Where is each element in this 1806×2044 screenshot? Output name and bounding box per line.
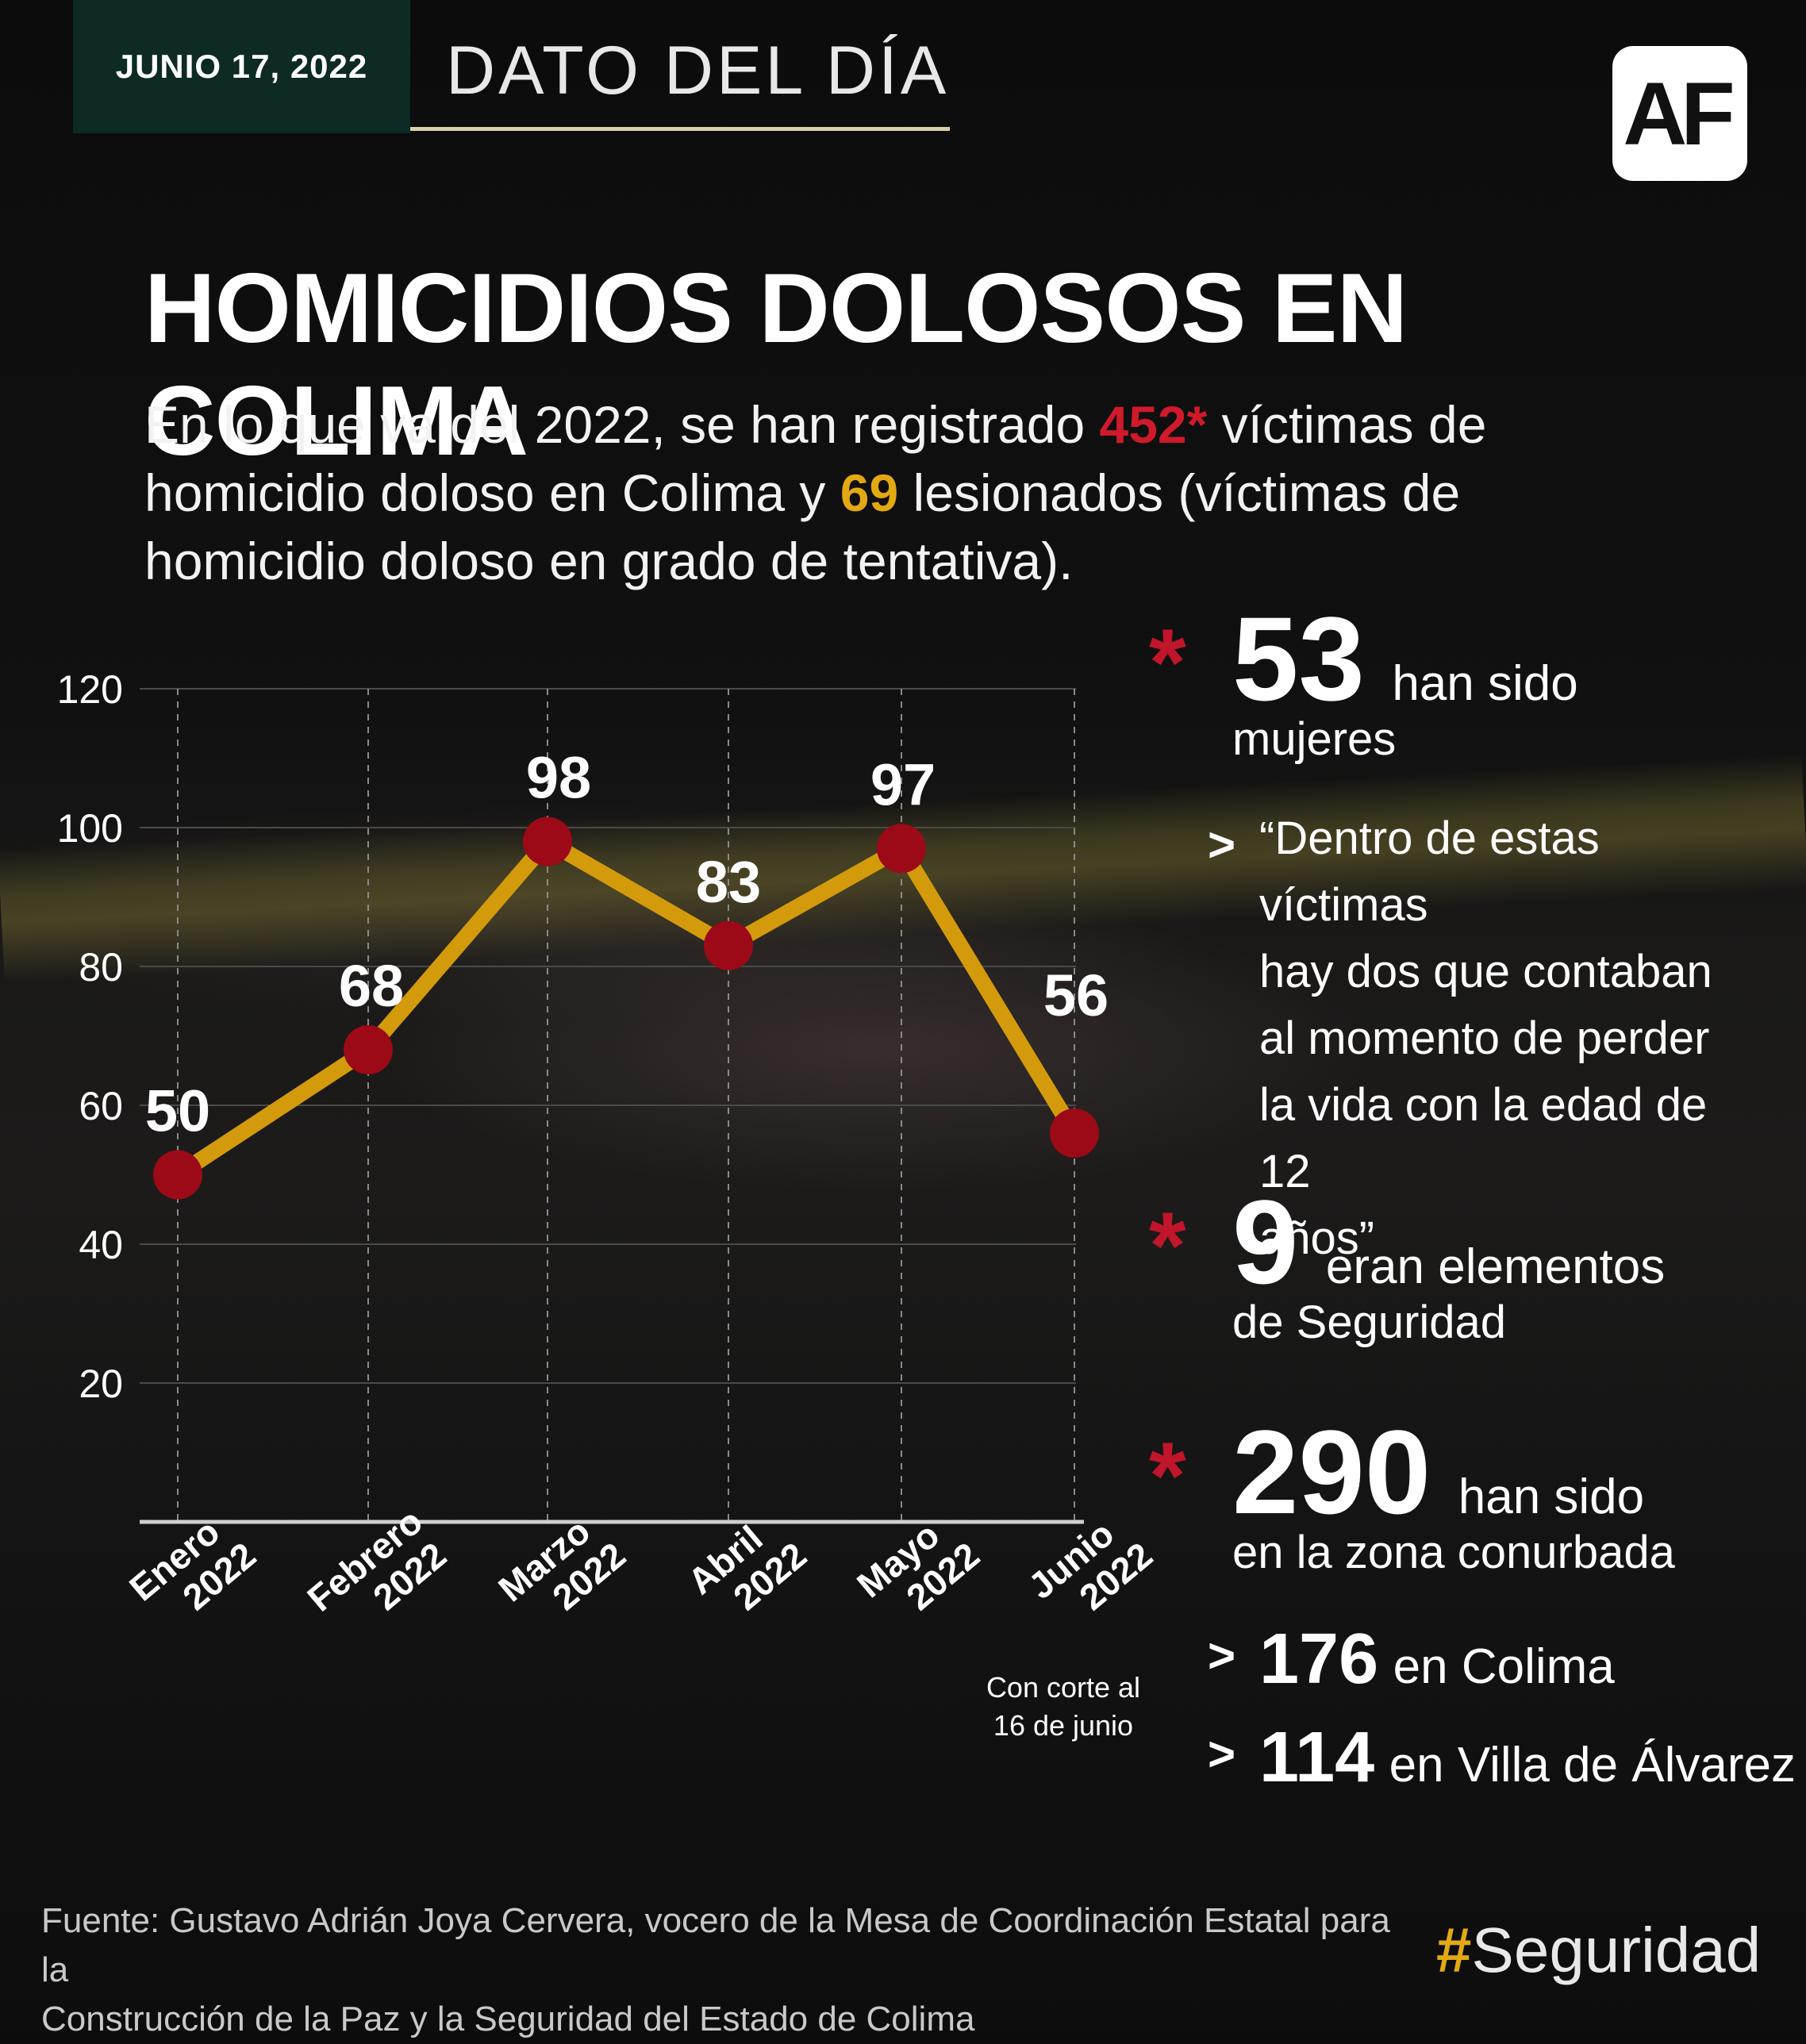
quote: “Dentro de estas víctimas hay dos que co… <box>1259 805 1751 1272</box>
intro-part-1: En lo que va del 2022, se han registrado <box>144 395 1100 454</box>
stat-villa: 114 en Villa de Álvarez <box>1259 1717 1796 1799</box>
main-title: HOMICIDIOS DOLOSOS EN COLIMA <box>144 254 1408 476</box>
chart-note-line-2: 16 de junio <box>993 1709 1134 1742</box>
intro-part-3: lesionados (víctimas de homicidio doloso… <box>144 463 1461 590</box>
quote-line-2: hay dos que contaban <box>1259 946 1712 997</box>
stat-seguridad-text-2: de Seguridad <box>1232 1297 1507 1348</box>
stat-mujeres-text-1: han sido <box>1392 656 1578 711</box>
y-tick-label: 80 <box>79 945 123 989</box>
stat-seguridad-text-1: eran elementos <box>1325 1239 1666 1294</box>
data-point <box>344 1025 393 1074</box>
af-logo: AF <box>1612 46 1747 181</box>
logo-text: AF <box>1623 63 1735 163</box>
y-tick-label: 100 <box>57 806 123 851</box>
stat-mujeres-text-2: mujeres <box>1232 713 1397 765</box>
intro-highlight-total: 452* <box>1099 395 1208 454</box>
chevron-icon: > <box>1208 1727 1236 1781</box>
stat-seguridad-number: 9 <box>1232 1175 1299 1308</box>
y-tick-label: 40 <box>79 1223 123 1267</box>
stat-conurbada-text-1: han sido <box>1458 1470 1645 1524</box>
series-line <box>170 833 1082 1183</box>
y-tick-label: 60 <box>79 1084 123 1128</box>
source-line-2: Construcción de la Paz y la Seguridad de… <box>41 2000 975 2038</box>
quote-line-3: al momento de perder <box>1259 1012 1710 1064</box>
quote-line-1: “Dentro de estas víctimas <box>1259 813 1600 931</box>
header-date: JUNIO 17, 2022 <box>73 0 410 133</box>
chart-note: Con corte al 16 de junio <box>984 1669 1143 1745</box>
stat-conurbada-text-2: en la zona conurbada <box>1232 1527 1675 1578</box>
hash-symbol: # <box>1436 1915 1472 1985</box>
chevron-icon: > <box>1208 1629 1236 1682</box>
data-label: 97 <box>870 751 936 817</box>
y-tick-label: 120 <box>57 667 123 712</box>
chart-note-line-1: Con corte al <box>986 1671 1141 1704</box>
header-underline <box>410 127 950 131</box>
hashtag-word: Seguridad <box>1471 1915 1762 1985</box>
stat-villa-number: 114 <box>1259 1718 1375 1797</box>
asterisk-icon: * <box>1149 609 1186 716</box>
data-label: 83 <box>696 849 761 915</box>
header-title: DATO DEL DÍA <box>446 33 950 109</box>
data-point <box>153 1150 202 1200</box>
stat-colima-number: 176 <box>1259 1619 1379 1699</box>
data-point <box>1050 1108 1099 1158</box>
stat-conurbada-number: 290 <box>1232 1405 1431 1539</box>
data-point <box>877 824 926 874</box>
quote-line-5: años” <box>1259 1212 1375 1264</box>
stat-mujeres-number: 53 <box>1232 592 1365 725</box>
stat-conurbada: 290 han sido <box>1232 1412 1644 1531</box>
source-line-1: Fuente: Gustavo Adrián Joya Cervera, voc… <box>41 1901 1390 1989</box>
hashtag: #Seguridad <box>1436 1914 1761 1987</box>
data-label: 56 <box>1043 962 1109 1028</box>
data-label: 98 <box>526 745 591 811</box>
data-point <box>704 920 753 970</box>
source-text: Fuente: Gustavo Adrián Joya Cervera, voc… <box>41 1896 1406 2044</box>
chevron-icon: > <box>1208 818 1236 871</box>
stat-colima: 176 en Colima <box>1259 1619 1615 1700</box>
stat-mujeres: 53 han sido <box>1232 599 1578 718</box>
intro-highlight-injured: 69 <box>840 463 899 522</box>
stat-villa-text: en Villa de Álvarez <box>1389 1738 1796 1792</box>
asterisk-icon: * <box>1149 1423 1186 1529</box>
stat-seguridad: 9 eran elementos <box>1232 1182 1665 1301</box>
y-tick-label: 20 <box>79 1362 123 1406</box>
intro-text: En lo que va del 2022, se han registrado… <box>144 390 1684 595</box>
data-point <box>523 816 572 866</box>
data-label: 50 <box>145 1078 210 1144</box>
stat-colima-text: en Colima <box>1393 1639 1615 1694</box>
asterisk-icon: * <box>1149 1193 1186 1299</box>
intro-part-2: víctimas de homicidio doloso en Colima y <box>144 395 1487 522</box>
quote-line-4: la vida con la edad de 12 <box>1259 1079 1708 1197</box>
data-label: 68 <box>339 953 404 1019</box>
